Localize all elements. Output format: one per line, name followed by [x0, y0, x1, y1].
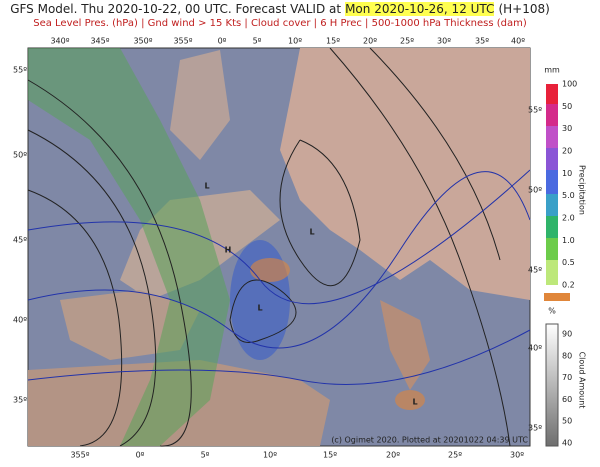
precip-tick: 1.0	[562, 236, 575, 245]
lon-label-bottom: 355º	[70, 451, 89, 460]
lat-label-right: 50º	[528, 186, 542, 195]
map	[27, 47, 531, 447]
lon-label-top: 5º	[253, 37, 262, 46]
precip-tick: 2.0	[562, 214, 575, 223]
lon-label-bottom: 20º	[386, 451, 400, 460]
precip-tick: 10	[562, 169, 572, 178]
pressure-center: L	[412, 398, 417, 407]
legend	[544, 84, 570, 447]
precip-tick: 100	[562, 80, 577, 89]
precip-unit: mm	[544, 66, 560, 75]
lon-label-bottom: 30º	[510, 451, 524, 460]
precip-tick: 50	[562, 102, 572, 111]
lat-label-left: 45º	[13, 236, 27, 245]
cloud-tick: 40	[562, 439, 572, 448]
precip-tick: 0.2	[562, 281, 575, 290]
lat-label-left: 55º	[13, 66, 27, 75]
lon-label-top: 35º	[475, 37, 489, 46]
lon-label-top: 0º	[218, 37, 227, 46]
credit: (c) Ogimet 2020. Plotted at 20201022 04:…	[331, 436, 528, 445]
lat-label-left: 40º	[13, 316, 27, 325]
lon-label-top: 40º	[511, 37, 525, 46]
pressure-center: L	[204, 182, 209, 191]
lon-label-bottom: 25º	[448, 451, 462, 460]
title: GFS Model. Thu 2020-10-22, 00 UTC. Forec…	[0, 2, 560, 16]
cloud-tick: 50	[562, 417, 572, 426]
cloud-unit: %	[548, 307, 556, 316]
lon-label-top: 20º	[363, 37, 377, 46]
precip-tick: 20	[562, 147, 572, 156]
pressure-center: L	[257, 304, 262, 313]
lat-label-left: 35º	[13, 396, 27, 405]
precip-title: Precipitation	[578, 165, 587, 215]
cloud-title: Cloud Amount	[578, 352, 587, 409]
lon-label-top: 25º	[400, 37, 414, 46]
lon-label-top: 30º	[437, 37, 451, 46]
lon-label-top: 15º	[326, 37, 340, 46]
pressure-center: L	[309, 228, 314, 237]
lon-label-top: 355º	[173, 37, 192, 46]
lat-label-right: 55º	[528, 106, 542, 115]
lon-label-bottom: 0º	[136, 451, 145, 460]
lat-label-right: 35º	[528, 424, 542, 433]
lat-label-right: 45º	[528, 266, 542, 275]
precip-tick: 5.0	[562, 191, 575, 200]
subtitle: Sea Level Pres. (hPa) | Gnd wind > 15 Kt…	[33, 18, 527, 29]
cloud-tick: 60	[562, 395, 572, 404]
lon-label-top: 10º	[288, 37, 302, 46]
lat-label-right: 40º	[528, 344, 542, 353]
lon-label-bottom: 15º	[323, 451, 337, 460]
cloud-tick: 90	[562, 330, 572, 339]
title-highlight: Mon 2020-10-26, 12 UTC	[345, 2, 495, 16]
cloud-tick: 80	[562, 351, 572, 360]
lat-label-left: 50º	[13, 151, 27, 160]
lon-label-bottom: 10º	[263, 451, 277, 460]
title-suffix: (H+108)	[498, 2, 550, 16]
lon-label-top: 340º	[50, 37, 69, 46]
lon-label-bottom: 5º	[201, 451, 210, 460]
lon-label-top: 345º	[90, 37, 109, 46]
pressure-center: H	[225, 246, 232, 255]
precip-tick: 0.5	[562, 258, 575, 267]
lon-label-top: 350º	[133, 37, 152, 46]
cloud-tick: 70	[562, 373, 572, 382]
precip-tick: 30	[562, 124, 572, 133]
title-prefix: GFS Model. Thu 2020-10-22, 00 UTC. Forec…	[10, 2, 342, 16]
